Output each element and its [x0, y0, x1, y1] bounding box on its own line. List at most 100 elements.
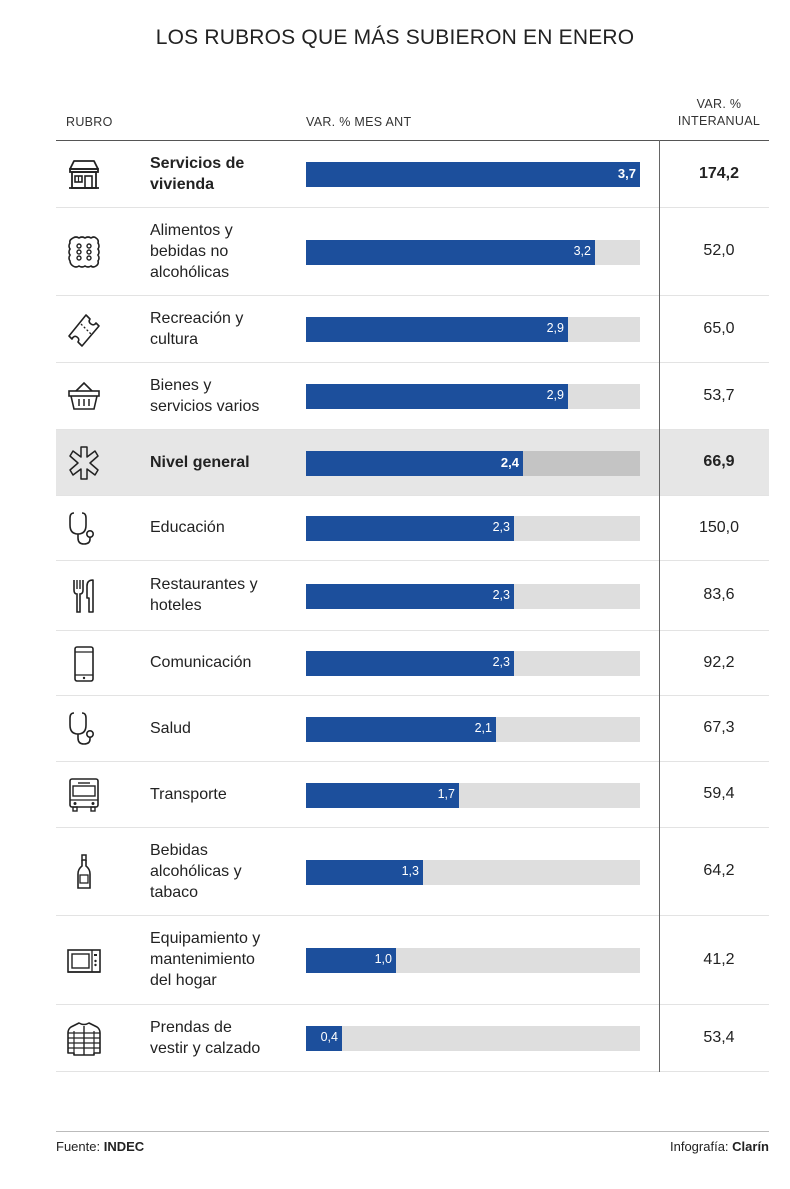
bar — [306, 948, 396, 973]
row-label: Salud — [150, 718, 300, 739]
bar-value-label: 2,3 — [492, 587, 510, 602]
table-row: Bienes y servicios varios 2,9 53,7 — [56, 363, 769, 430]
cutlery-icon — [64, 576, 104, 616]
row-label-line: Educación — [150, 519, 225, 536]
bar-value-label: 2,9 — [546, 388, 564, 402]
row-label: Bebidas alcohólicas y tabaco — [150, 840, 300, 903]
table-row: Prendas de vestir y calzado 0,4 53,4 — [56, 1005, 769, 1072]
header-interanual-line2: INTERANUAL — [677, 114, 761, 128]
table-row: Equipamiento y mantenimiento del hogar 1,0 4… — [56, 916, 769, 1005]
row-label-line: hoteles — [150, 597, 202, 614]
header-var-mes: VAR. % MES ANT — [306, 115, 412, 129]
bar — [306, 384, 568, 409]
footer-divider — [56, 1131, 769, 1132]
bar-value-label: 1,7 — [437, 786, 455, 801]
interanual-value: 174,2 — [698, 164, 740, 182]
footer-source: Fuente: INDEC — [56, 1139, 144, 1154]
bar — [306, 516, 514, 541]
interanual-value: 92,2 — [703, 653, 735, 671]
bar — [306, 1026, 342, 1051]
bar-track: 2,3 — [306, 651, 640, 676]
bar-track: 1,3 — [306, 859, 640, 885]
row-label-line: Restaurantes y — [150, 576, 258, 593]
row-label-line: bebidas no — [150, 242, 229, 260]
row-label: Comunicación — [150, 652, 300, 673]
bar-value-label: 1,3 — [401, 863, 419, 878]
row-label: Restaurantes y hoteles — [150, 574, 300, 616]
bar — [306, 162, 640, 187]
row-label: Equipamiento y mantenimiento del hogar — [150, 928, 300, 991]
table-row: Salud 2,1 67,3 — [56, 696, 769, 762]
credit-prefix: Infografía: — [670, 1139, 733, 1154]
bar-value-label: 2,4 — [500, 454, 519, 470]
header-divider — [56, 140, 769, 141]
row-label-line: vestir y calzado — [150, 1039, 261, 1057]
table-row: Bebidas alcohólicas y tabaco 1,3 64,2 — [56, 828, 769, 916]
bar — [306, 782, 459, 808]
bar-track: 2,3 — [306, 516, 640, 541]
row-label-line: Prendas de — [150, 1018, 232, 1036]
row-label-line: Servicios de — [150, 154, 245, 172]
row-label-line: vivienda — [150, 175, 215, 193]
row-label-line: del hogar — [150, 972, 217, 989]
credit-name: Clarín — [732, 1139, 769, 1154]
table-row: Comunicación 2,3 92,2 — [56, 631, 769, 696]
asterisk-icon — [64, 443, 104, 483]
table-row: Alimentos y bebidas no alcohólicas 3,2 52,0 — [56, 208, 769, 296]
interanual-value: 64,2 — [703, 862, 735, 879]
bar-value-label: 2,3 — [492, 655, 510, 669]
chart-rows: Servicios de vivienda 3,7 174,2 Alimentos y b… — [56, 141, 769, 1072]
row-label-line: Recreación y — [150, 309, 244, 327]
interanual-value: 150,0 — [698, 518, 740, 536]
row-label-line: tabaco — [150, 883, 199, 901]
table-row: Nivel general 2,4 66,9 — [56, 430, 769, 496]
bar — [306, 583, 514, 609]
row-label-line: Bienes y — [150, 376, 212, 394]
interanual-value: 52,0 — [703, 242, 735, 259]
header-interanual: VAR. % INTERANUAL — [664, 96, 774, 130]
chart-title: LOS RUBROS QUE MÁS SUBIERON EN ENERO — [155, 26, 635, 49]
bar-track: 2,4 — [306, 450, 640, 476]
stethoscope-icon — [64, 709, 104, 749]
row-label-line: Nivel general — [150, 453, 250, 471]
row-label: Transporte — [150, 784, 300, 805]
bar-value-label: 2,9 — [546, 321, 564, 335]
bar-track: 1,7 — [306, 782, 640, 808]
interanual-value: 53,4 — [703, 1028, 735, 1046]
bar-track: 0,4 — [306, 1026, 640, 1051]
row-label-line: Comunicación — [150, 654, 252, 671]
row-label-line: servicios varios — [150, 397, 260, 415]
row-label-line: alcohólicas — [150, 263, 230, 281]
row-label: Recreación y cultura — [150, 308, 300, 350]
interanual-value: 66,9 — [703, 453, 735, 470]
row-label: Alimentos y bebidas no alcohólicas — [150, 220, 300, 283]
bar — [306, 239, 595, 265]
bar — [306, 859, 423, 885]
row-label: Prendas de vestir y calzado — [150, 1017, 300, 1059]
bar — [306, 651, 514, 676]
interanual-value: 53,7 — [703, 386, 735, 404]
bus-icon — [64, 775, 104, 815]
header-interanual-line1: VAR. % — [696, 97, 742, 111]
table-row: Transporte 1,7 59,4 — [56, 762, 769, 828]
phone-icon — [64, 644, 104, 684]
bar-value-label: 0,4 — [320, 1030, 338, 1044]
interanual-value: 83,6 — [703, 586, 735, 603]
bar — [306, 716, 496, 742]
jacket-icon — [64, 1019, 104, 1059]
row-label-line: mantenimiento — [150, 951, 255, 968]
row-label-line: cultura — [150, 330, 199, 348]
bar-track: 3,7 — [306, 162, 640, 187]
interanual-value: 59,4 — [703, 785, 735, 802]
row-label: Bienes y servicios varios — [150, 375, 300, 417]
stethoscope-icon — [64, 509, 104, 549]
bar — [306, 317, 568, 342]
row-label-line: Equipamiento y — [150, 930, 261, 947]
row-label-line: alcohólicas y — [150, 862, 242, 880]
bar-value-label: 3,2 — [573, 243, 591, 258]
interanual-divider — [659, 140, 660, 1072]
table-row: Restaurantes y hoteles 2,3 83,6 — [56, 561, 769, 631]
bar-value-label: 2,1 — [474, 720, 492, 735]
house-icon — [64, 155, 104, 195]
bar-value-label: 2,3 — [492, 520, 510, 534]
